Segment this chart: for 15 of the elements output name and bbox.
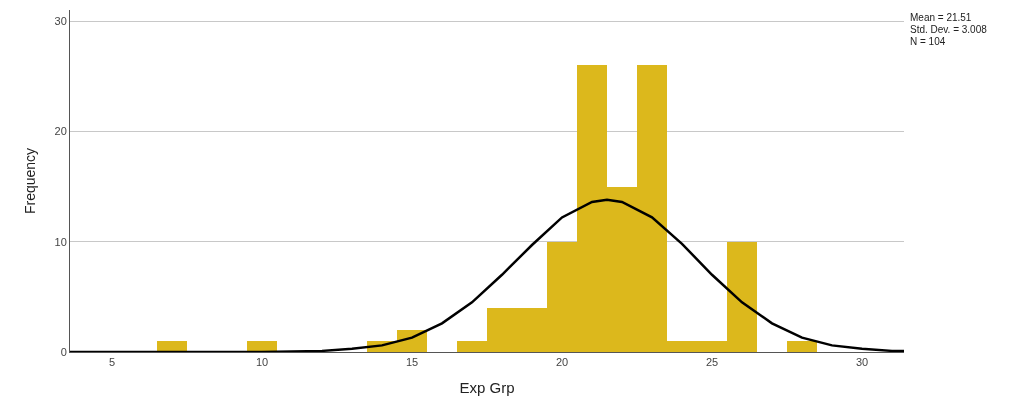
text: N = 104	[910, 36, 946, 47]
x-tick-label: 30	[855, 356, 869, 369]
y-axis-title: Frequency	[22, 147, 39, 215]
text: Mean = 21.51	[910, 12, 972, 23]
text: Std. Dev. = 3.008	[910, 24, 988, 35]
y-tick-label: 10	[54, 235, 67, 248]
x-tick-label: 10	[255, 356, 269, 369]
x-tick-label: 25	[705, 356, 719, 369]
x-tick-label: 5	[108, 356, 116, 369]
x-tick-label: 15	[405, 356, 419, 369]
x-axis-title: Exp Grp	[459, 379, 515, 397]
x-tick-label: 20	[555, 356, 569, 369]
y-tick-label: 0	[60, 345, 67, 358]
y-tick-label: 30	[54, 14, 67, 27]
y-tick-label: 20	[54, 125, 67, 138]
